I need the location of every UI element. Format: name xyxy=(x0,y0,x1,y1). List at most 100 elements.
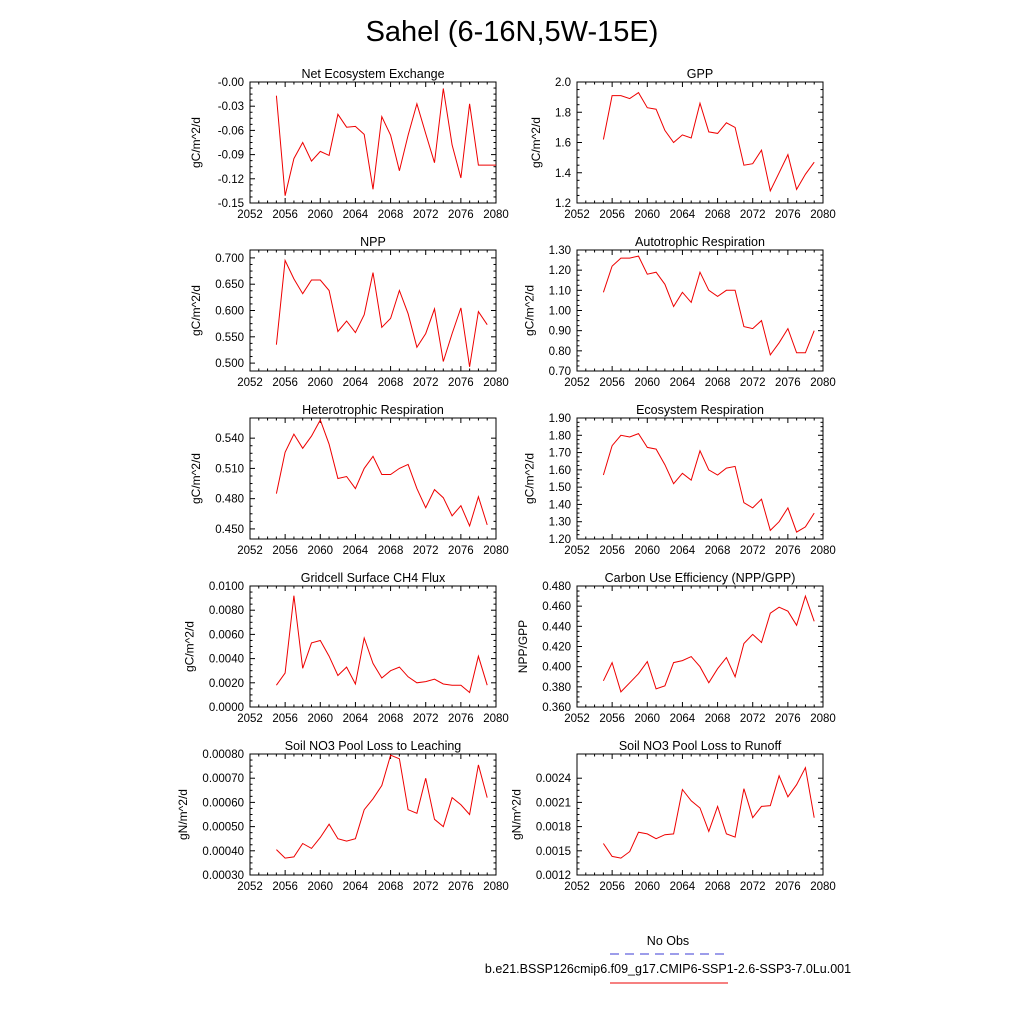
panel-title: Ecosystem Respiration xyxy=(636,403,764,417)
x-tick-label: 2060 xyxy=(307,377,333,389)
y-tick-label: 1.8 xyxy=(555,107,571,119)
panel-title: Gridcell Surface CH4 Flux xyxy=(301,571,446,585)
x-tick-label: 2076 xyxy=(775,377,801,389)
y-tick-label: 1.20 xyxy=(549,534,571,546)
x-tick-label: 2080 xyxy=(810,545,836,557)
x-tick-label: 2076 xyxy=(775,713,801,725)
x-tick-label: 2072 xyxy=(413,881,439,893)
y-axis-label: gC/m^2/d xyxy=(189,117,203,168)
plot-frame xyxy=(249,753,497,876)
y-tick-label: 0.480 xyxy=(215,494,244,506)
x-tick-label: 2068 xyxy=(705,881,731,893)
y-tick-label: 0.600 xyxy=(215,306,244,318)
y-tick-label: 1.60 xyxy=(549,465,571,477)
x-tick-label: 2052 xyxy=(237,881,263,893)
panel-net-ecosystem-exchange: Net Ecosystem Exchange 2052 2056 2060 2064 20… xyxy=(189,67,509,221)
x-tick-label: 2068 xyxy=(705,209,731,221)
panel-title: Heterotrophic Respiration xyxy=(302,403,444,417)
x-tick-label: 2080 xyxy=(810,713,836,725)
y-tick-label: 1.30 xyxy=(549,517,571,529)
x-tick-label: 2072 xyxy=(413,209,439,221)
y-tick-label: -0.15 xyxy=(218,198,244,210)
y-axis-label: gC/m^2/d xyxy=(189,453,203,504)
series-line-ecosystem-respiration xyxy=(602,432,815,533)
x-tick-label: 2064 xyxy=(670,209,696,221)
y-tick-label: 0.460 xyxy=(542,601,571,613)
panel-title: Autotrophic Respiration xyxy=(635,235,765,249)
y-tick-label: 0.90 xyxy=(549,326,571,338)
panel-gridcell-surface-ch4-flux: Gridcell Surface CH4 Flux 2052 2056 2060 206… xyxy=(183,571,509,725)
x-tick-label: 2060 xyxy=(634,881,660,893)
x-tick-label: 2056 xyxy=(599,713,625,725)
panel-title: Soil NO3 Pool Loss to Leaching xyxy=(285,739,462,753)
x-tick-label: 2056 xyxy=(272,209,298,221)
y-axis-label: NPP/GPP xyxy=(516,620,530,673)
x-tick-label: 2056 xyxy=(272,881,298,893)
y-tick-label: 0.70 xyxy=(549,366,571,378)
x-tick-label: 2068 xyxy=(378,713,404,725)
x-tick-label: 2052 xyxy=(564,377,590,389)
y-tick-label: 0.510 xyxy=(215,463,244,475)
x-tick-label: 2072 xyxy=(740,713,766,725)
y-tick-label: 0.0080 xyxy=(209,605,244,617)
x-tick-label: 2064 xyxy=(343,881,369,893)
x-tick-label: 2052 xyxy=(237,377,263,389)
x-tick-label: 2072 xyxy=(413,377,439,389)
y-axis-label: gC/m^2/d xyxy=(189,285,203,336)
y-tick-label: 0.0021 xyxy=(536,797,571,809)
figure-title: Sahel (6-16N,5W-15E) xyxy=(366,16,659,48)
y-tick-label: 0.440 xyxy=(542,621,571,633)
x-tick-label: 2060 xyxy=(307,545,333,557)
series-line-heterotrophic-respiration xyxy=(275,418,488,528)
x-tick-label: 2060 xyxy=(307,713,333,725)
x-tick-label: 2080 xyxy=(810,209,836,221)
x-tick-label: 2080 xyxy=(810,881,836,893)
y-axis-label: gN/m^2/d xyxy=(510,789,524,840)
x-tick-label: 2076 xyxy=(448,209,474,221)
legend-label-model-run: b.e21.BSSP126cmip6.f09_g17.CMIP6-SSP1-2.… xyxy=(485,962,851,976)
y-tick-label: 0.00040 xyxy=(202,846,244,858)
y-tick-label: -0.03 xyxy=(218,101,244,113)
y-tick-label: 0.0012 xyxy=(536,870,571,882)
y-tick-label: 0.650 xyxy=(215,279,244,291)
x-tick-label: 2072 xyxy=(740,377,766,389)
x-tick-label: 2072 xyxy=(740,209,766,221)
panel-title: Carbon Use Efficiency (NPP/GPP) xyxy=(605,571,796,585)
series-line-carbon-use-efficiency-npp-gpp xyxy=(602,594,815,693)
x-tick-label: 2064 xyxy=(343,713,369,725)
series-line-net-ecosystem-exchange xyxy=(275,88,496,196)
y-axis-label: gN/m^2/d xyxy=(176,789,190,840)
y-tick-label: 1.70 xyxy=(549,448,571,460)
x-tick-label: 2056 xyxy=(272,377,298,389)
y-tick-label: -0.09 xyxy=(218,150,244,162)
y-tick-label: 0.0040 xyxy=(209,654,244,666)
y-tick-label: 0.500 xyxy=(215,358,244,370)
panel-title: Net Ecosystem Exchange xyxy=(301,67,444,81)
series-line-npp xyxy=(275,258,488,367)
panel-heterotrophic-respiration: Heterotrophic Respiration 2052 2056 2060 206… xyxy=(189,403,509,557)
x-tick-label: 2060 xyxy=(307,209,333,221)
x-tick-label: 2076 xyxy=(775,209,801,221)
x-tick-label: 2068 xyxy=(378,377,404,389)
y-tick-label: 0.0015 xyxy=(536,846,571,858)
plot-frame xyxy=(249,585,497,708)
x-tick-label: 2064 xyxy=(670,713,696,725)
x-tick-label: 2060 xyxy=(307,881,333,893)
panel-autotrophic-respiration: Autotrophic Respiration 2052 2056 2060 2064 2… xyxy=(522,235,835,389)
plot-frame xyxy=(249,81,497,204)
y-tick-label: 0.400 xyxy=(542,662,571,674)
y-tick-label: 1.50 xyxy=(549,482,571,494)
x-tick-label: 2068 xyxy=(378,881,404,893)
y-tick-label: 0.480 xyxy=(542,581,571,593)
legend-label-no-obs: No Obs xyxy=(647,934,689,948)
x-tick-label: 2068 xyxy=(378,209,404,221)
x-tick-label: 2052 xyxy=(237,209,263,221)
x-tick-label: 2076 xyxy=(775,881,801,893)
y-tick-label: 2.0 xyxy=(555,77,571,89)
y-axis-label: gC/m^2/d xyxy=(183,621,197,672)
y-axis-label: gC/m^2/d xyxy=(522,453,536,504)
y-tick-label: 1.80 xyxy=(549,430,571,442)
y-tick-label: 1.10 xyxy=(549,285,571,297)
x-tick-label: 2052 xyxy=(564,545,590,557)
